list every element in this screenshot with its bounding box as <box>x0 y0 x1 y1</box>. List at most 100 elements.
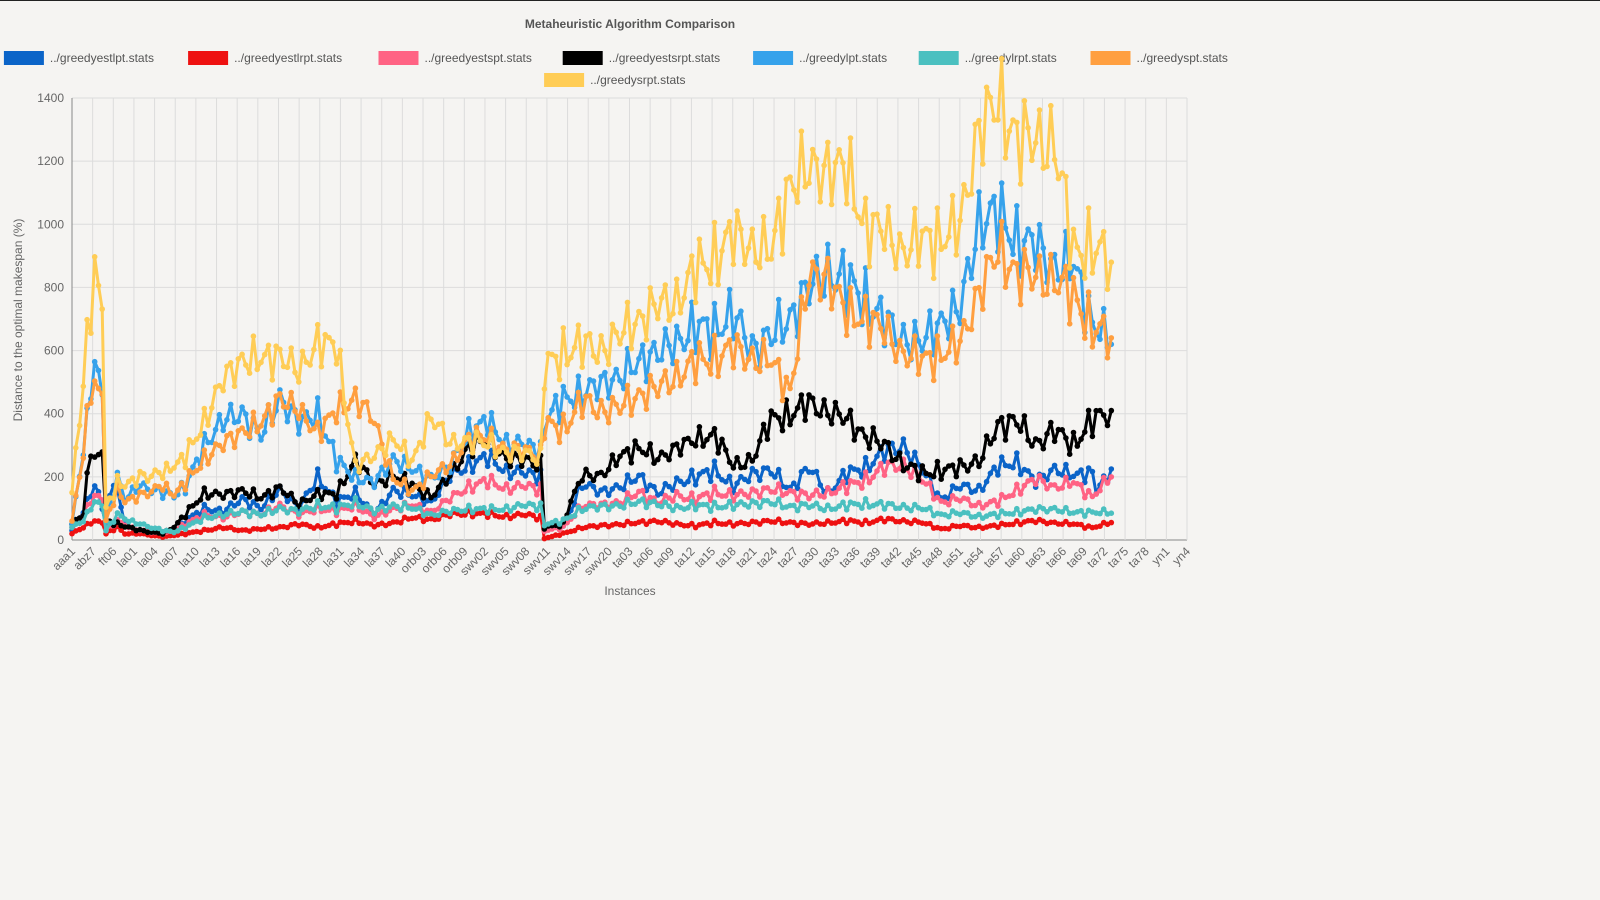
data-point <box>1078 311 1084 317</box>
data-point <box>1051 156 1058 163</box>
data-point <box>220 427 226 434</box>
legend-swatch <box>3 51 44 65</box>
data-point <box>666 317 672 323</box>
data-point <box>953 309 960 315</box>
data-point <box>806 282 812 289</box>
data-point <box>250 333 257 340</box>
data-point <box>1066 265 1073 271</box>
x-tick-label: ta27 <box>774 544 801 571</box>
data-point <box>685 505 691 511</box>
data-point <box>534 517 540 523</box>
data-point <box>949 323 956 330</box>
data-point <box>889 501 895 507</box>
data-point <box>809 259 816 265</box>
data-point <box>934 494 941 501</box>
data-point <box>413 468 419 474</box>
data-point <box>1032 140 1039 146</box>
data-point <box>594 414 601 421</box>
data-point <box>409 487 415 493</box>
data-point <box>881 506 888 512</box>
data-point <box>704 467 710 473</box>
data-point <box>398 494 404 501</box>
legend-label: ../greedyestlrpt.stats <box>234 51 342 65</box>
data-point <box>787 421 793 428</box>
data-point <box>764 465 771 471</box>
data-point <box>118 504 124 511</box>
data-point <box>80 383 87 390</box>
data-point <box>666 503 672 510</box>
data-point <box>1059 427 1065 433</box>
data-point <box>583 506 589 513</box>
y-tick-label: 200 <box>44 470 64 484</box>
data-point <box>972 488 978 494</box>
data-point <box>590 378 597 384</box>
data-point <box>639 342 646 348</box>
data-point <box>227 430 234 437</box>
data-point <box>794 405 801 411</box>
x-tick-label: la07 <box>155 544 181 570</box>
data-point <box>73 445 79 451</box>
data-point <box>571 488 578 495</box>
data-point <box>1014 518 1020 524</box>
data-point <box>364 399 370 405</box>
data-point <box>556 521 563 527</box>
data-point <box>462 512 468 518</box>
data-point <box>862 496 869 502</box>
data-point <box>881 340 888 347</box>
data-point <box>711 499 718 506</box>
data-point <box>481 451 487 457</box>
data-point <box>579 364 585 371</box>
data-point <box>1014 450 1020 456</box>
data-point <box>772 227 778 234</box>
data-point <box>624 299 631 306</box>
data-point <box>934 333 941 339</box>
data-point <box>707 280 714 287</box>
data-point <box>454 466 461 472</box>
data-point <box>326 504 332 510</box>
data-point <box>741 366 748 372</box>
data-point <box>647 441 653 447</box>
data-point <box>987 200 994 206</box>
data-point <box>726 459 733 466</box>
data-point <box>753 468 759 475</box>
data-point <box>352 458 359 464</box>
data-point <box>912 205 918 212</box>
data-point <box>564 361 570 368</box>
data-point <box>946 501 952 508</box>
data-point <box>745 494 752 500</box>
data-point <box>787 307 793 313</box>
data-point <box>1074 266 1081 272</box>
data-point <box>843 507 850 513</box>
data-point <box>564 428 570 435</box>
data-point <box>364 467 370 473</box>
data-point <box>832 490 839 496</box>
data-point <box>1051 482 1058 488</box>
data-point <box>1021 237 1028 244</box>
data-point <box>745 521 752 528</box>
data-point <box>1078 252 1084 259</box>
data-point <box>598 469 604 476</box>
data-point <box>662 368 669 374</box>
data-point <box>420 485 427 492</box>
data-point <box>715 373 721 380</box>
data-point <box>745 245 752 251</box>
data-point <box>738 226 744 232</box>
data-point <box>828 306 835 312</box>
data-point <box>987 254 994 261</box>
data-point <box>707 508 714 514</box>
data-point <box>1032 509 1039 515</box>
data-point <box>1063 461 1069 468</box>
data-point <box>197 432 204 438</box>
data-point <box>367 505 374 511</box>
data-point <box>874 468 880 474</box>
data-point <box>987 470 994 477</box>
data-point <box>643 337 650 343</box>
data-point <box>1021 98 1028 104</box>
data-point <box>141 489 147 496</box>
data-point <box>224 417 230 423</box>
data-point <box>84 316 90 323</box>
data-point <box>564 394 570 400</box>
data-point <box>613 482 619 488</box>
data-point <box>322 331 329 338</box>
data-point <box>443 469 449 476</box>
